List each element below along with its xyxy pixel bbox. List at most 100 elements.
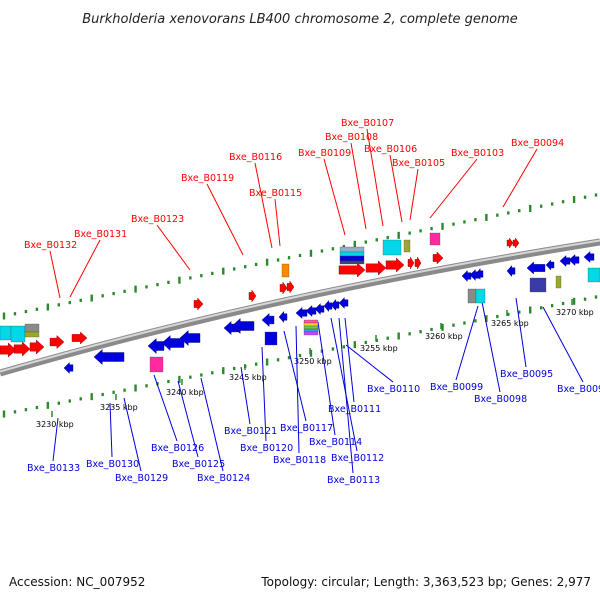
- upper-tick: [507, 211, 510, 215]
- callout-line-reverse: [317, 321, 336, 436]
- gene-arrow-forward: [248, 289, 257, 303]
- upper-tick: [35, 307, 39, 311]
- callout-line-reverse: [344, 317, 355, 403]
- gene-arrow-reverse: [314, 303, 325, 315]
- scale-label: 3245 kbp: [229, 373, 267, 382]
- upper-tick: [485, 213, 488, 221]
- upper-tick: [79, 298, 82, 302]
- gene-arrow-forward: [29, 339, 45, 355]
- gene-arrow-forward: [0, 342, 17, 358]
- lower-tick: [550, 304, 554, 308]
- feature-block: [475, 288, 486, 304]
- upper-tick: [397, 231, 400, 239]
- gene-arrow-reverse: [179, 330, 201, 346]
- gene-label-reverse: Bxe_B0125: [172, 459, 225, 470]
- gene-arrow-reverse: [469, 269, 480, 281]
- gene-label-reverse: Bxe_B0129: [115, 473, 168, 484]
- lower-tick: [178, 375, 181, 383]
- gene-label-reverse: Bxe_B0092: [557, 384, 600, 395]
- gene-arrow-forward: [49, 335, 65, 349]
- lower-tick: [419, 330, 422, 334]
- gene-label-forward: Bxe_B0131: [74, 229, 127, 240]
- upper-tick: [320, 249, 324, 253]
- feature-block: [303, 319, 319, 324]
- gene-arrow-reverse: [278, 310, 288, 324]
- upper-tick: [24, 309, 28, 314]
- feature-block: [303, 331, 319, 336]
- feature-block: [382, 239, 402, 256]
- callout-line-forward: [274, 198, 281, 247]
- upper-tick: [90, 294, 93, 302]
- gene-arrow-forward: [385, 257, 405, 273]
- upper-tick: [123, 289, 126, 293]
- gene-label-reverse: Bxe_B0117: [280, 423, 333, 434]
- gene-arrow-reverse: [461, 270, 472, 282]
- callout-line-forward: [323, 158, 346, 236]
- gene-label-reverse: Bxe_B0126: [151, 443, 204, 454]
- upper-tick: [539, 204, 543, 208]
- upper-tick: [254, 262, 258, 267]
- gene-arrow-forward: [286, 280, 295, 294]
- upper-tick: [550, 202, 554, 206]
- gene-arrow-reverse: [330, 298, 340, 312]
- lower-tick: [441, 323, 444, 331]
- lower-tick: [79, 397, 82, 401]
- lower-tick: [101, 392, 104, 397]
- lower-tick: [572, 297, 576, 305]
- upper-tick: [452, 222, 455, 226]
- callout-line-forward: [502, 148, 538, 208]
- feature-block: [149, 356, 164, 373]
- feature-block: [587, 267, 600, 283]
- upper-tick: [583, 195, 587, 199]
- gene-label-reverse: Bxe_B0110: [367, 384, 420, 395]
- lower-tick: [134, 384, 137, 392]
- feature-block: [264, 331, 278, 346]
- upper-tick: [529, 204, 532, 212]
- callout-line-forward: [350, 142, 367, 230]
- gene-arrow-forward: [506, 237, 514, 249]
- upper-tick: [287, 256, 291, 260]
- lower-tick: [408, 332, 411, 336]
- gene-label-reverse: Bxe_B0130: [86, 459, 139, 470]
- upper-tick: [243, 265, 247, 269]
- lower-tick: [496, 314, 499, 319]
- callout-line-reverse: [200, 377, 224, 472]
- gene-arrow-forward: [432, 251, 444, 265]
- gene-arrow-reverse: [338, 297, 349, 309]
- feature-block: [403, 239, 411, 253]
- lower-tick: [364, 340, 367, 345]
- gene-label-forward: Bxe_B0119: [181, 173, 234, 184]
- scale-label: 3240 kbp: [166, 388, 204, 397]
- gene-arrow-reverse: [506, 264, 516, 278]
- lower-tick: [463, 321, 466, 325]
- lower-tick: [57, 401, 61, 405]
- gene-label-forward: Bxe_B0103: [451, 148, 504, 159]
- lower-tick: [13, 410, 17, 414]
- callout-line-forward: [254, 162, 273, 249]
- lower-tick: [518, 310, 521, 314]
- gene-label-forward: Bxe_B0108: [325, 132, 378, 143]
- gene-arrow-reverse: [295, 307, 308, 319]
- scale-tick-rows: [2, 193, 598, 418]
- upper-tick: [276, 258, 280, 262]
- callout-line-reverse: [153, 374, 178, 442]
- upper-tick: [594, 193, 598, 197]
- gene-label-reverse: Bxe_B0098: [474, 394, 527, 405]
- feature-block: [529, 277, 547, 293]
- upper-tick: [46, 303, 50, 311]
- callout-line-forward: [366, 128, 384, 227]
- gene-label-reverse: Bxe_B0099: [430, 382, 483, 393]
- lower-tick: [68, 399, 71, 403]
- upper-tick: [408, 231, 411, 235]
- upper-tick: [309, 249, 313, 257]
- gene-label-forward: Bxe_B0105: [392, 158, 445, 169]
- upper-tick: [430, 227, 433, 231]
- upper-tick: [134, 285, 137, 293]
- gene-arrow-reverse: [231, 318, 255, 334]
- callout-line-forward: [206, 183, 244, 256]
- upper-tick: [222, 267, 225, 275]
- lower-tick: [167, 379, 170, 384]
- gene-arrow-forward: [414, 256, 422, 270]
